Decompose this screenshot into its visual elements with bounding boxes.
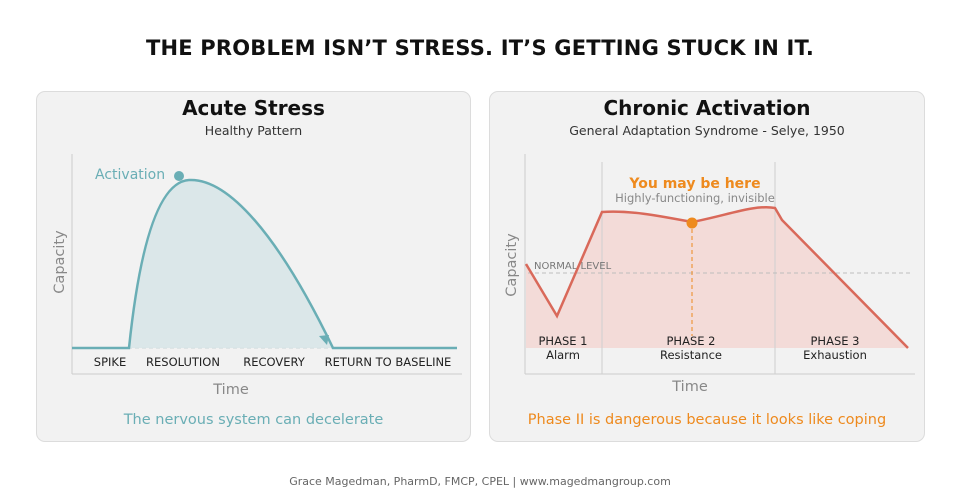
chronic-activation-title: Chronic Activation [603, 96, 811, 120]
phase-label-return-to-baseline: RETURN TO BASELINE [325, 355, 452, 369]
phase-label-recovery: RECOVERY [243, 355, 306, 369]
y-axis-label: Capacity [504, 233, 520, 297]
phase-1-name: PHASE 1 [539, 334, 588, 348]
chronic-activation-caption: Phase II is dangerous because it looks l… [527, 412, 887, 428]
phase-2-name: PHASE 2 [667, 334, 716, 348]
acute-stress-diagram: Activation SPIKE RESOLUTION RECOVERY RET… [52, 154, 462, 398]
phase-label-spike: SPIKE [94, 355, 126, 369]
x-axis-label: Time [212, 382, 249, 398]
callout-subtitle: Highly-functioning, invisible [615, 191, 775, 205]
acute-stress-title: Acute Stress [182, 96, 325, 120]
phase-1-desc: Alarm [546, 348, 580, 362]
callout-title: You may be here [628, 176, 760, 192]
footer-credit: Grace Magedman, PharmD, FMCP, CPEL | www… [289, 475, 671, 488]
phase-3-desc: Exhaustion [803, 348, 867, 362]
activation-curve [72, 178, 457, 350]
acute-stress-caption: The nervous system can decelerate [123, 412, 384, 428]
y-axis-label: Capacity [52, 230, 68, 294]
activation-area [129, 179, 333, 348]
x-axis-label: Time [671, 379, 708, 395]
acute-stress-panel: Acute Stress Healthy Pattern Activation … [36, 91, 471, 442]
normal-level-label: NORMAL LEVEL [534, 261, 612, 272]
return-arrowhead [319, 335, 329, 345]
activation-label: Activation [95, 167, 165, 183]
phase-2-desc: Resistance [660, 348, 722, 362]
phase-3-name: PHASE 3 [811, 334, 860, 348]
chronic-activation-panel: Chronic Activation General Adaptation Sy… [489, 91, 925, 442]
you-are-here-dot [686, 217, 698, 229]
activation-peak-dot [174, 171, 184, 181]
acute-stress-subtitle: Healthy Pattern [204, 123, 303, 138]
activation-area [526, 207, 908, 348]
chronic-activation-diagram: NORMAL LEVEL You may be here Highly-func… [504, 154, 915, 395]
page-title: THE PROBLEM ISN’T STRESS. IT’S GETTING S… [145, 36, 815, 60]
chronic-activation-subtitle: General Adaptation Syndrome - Selye, 195… [569, 123, 845, 138]
phase-label-resolution: RESOLUTION [146, 355, 220, 369]
